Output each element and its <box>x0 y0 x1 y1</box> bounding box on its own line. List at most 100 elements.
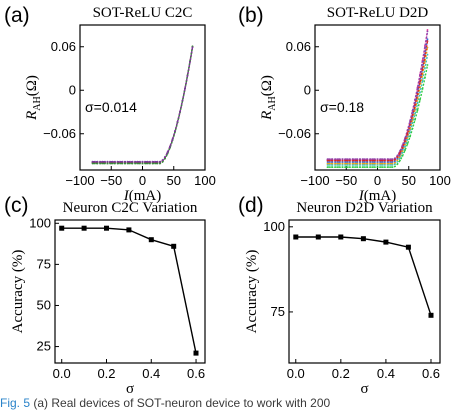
series-point <box>409 124 411 126</box>
series-point <box>146 160 149 163</box>
series-point <box>389 158 391 161</box>
series-point <box>346 161 349 163</box>
series-point <box>384 158 386 161</box>
series-point <box>124 160 126 163</box>
series-point <box>326 161 329 163</box>
x-tick-label: −50 <box>100 173 122 188</box>
accuracy-point <box>315 234 321 240</box>
series-point <box>344 161 346 163</box>
series-point <box>104 160 106 163</box>
series-point <box>374 166 376 169</box>
series-point <box>106 160 109 163</box>
series-point <box>371 158 374 161</box>
series-point <box>331 162 334 165</box>
series-point <box>341 161 344 163</box>
series-point <box>154 162 156 165</box>
series-point <box>389 162 391 165</box>
series-point <box>371 166 374 169</box>
panel-c-c2c-accuracy: (c) Neuron C2C Variation 0.0 0.2 0.4 0.6 25 50 7… <box>4 194 206 396</box>
series-point <box>401 155 404 157</box>
series-point <box>101 162 104 165</box>
series-point <box>161 159 164 162</box>
series-point <box>94 160 96 163</box>
series-point <box>421 88 424 90</box>
x-tick-label: 50 <box>167 173 181 188</box>
series-point <box>419 91 421 94</box>
series-point <box>134 162 136 165</box>
series-point <box>96 162 99 165</box>
series-point <box>354 166 356 169</box>
panel-letter: (a) <box>4 4 30 27</box>
series-point <box>401 146 404 149</box>
series-point <box>391 159 394 162</box>
series-line <box>327 31 429 160</box>
series-point <box>339 162 341 165</box>
y-tick-label: −0.06 <box>278 126 311 141</box>
series-point <box>351 159 354 162</box>
series-point <box>366 162 369 165</box>
series-point <box>329 161 331 163</box>
series-point <box>331 158 334 161</box>
series-point <box>426 64 429 66</box>
series-point <box>334 162 336 165</box>
series-point <box>341 158 344 161</box>
accuracy-point <box>405 244 411 250</box>
x-tick-label: 0.0 <box>287 366 305 381</box>
sigma-annotation: σ=0.014 <box>85 99 137 115</box>
accuracy-point <box>193 350 199 356</box>
series-point <box>386 162 389 165</box>
series-point <box>156 162 159 165</box>
panel-letter: (d) <box>238 194 264 217</box>
x-axis-label: I(mA) <box>358 188 397 204</box>
series-point <box>331 161 334 163</box>
series-point <box>349 161 351 163</box>
series-point <box>121 160 124 163</box>
series-point <box>336 166 339 169</box>
series-point <box>144 160 146 163</box>
x-tick-label: 100 <box>429 173 451 188</box>
series-point <box>394 165 396 168</box>
series-point <box>121 162 124 165</box>
series-point <box>344 158 346 161</box>
series-point <box>369 162 371 165</box>
series-point <box>371 164 374 166</box>
series-point <box>364 158 366 161</box>
series-point <box>334 164 336 166</box>
series-point <box>426 40 429 42</box>
series-point <box>91 160 94 163</box>
series-point <box>334 159 336 162</box>
series-point <box>329 158 331 161</box>
series-point <box>351 162 354 165</box>
y-tick-label: −0.06 <box>43 126 76 141</box>
x-tick-label: −50 <box>335 173 357 188</box>
series-point <box>346 164 349 166</box>
x-tick-label: −100 <box>300 173 329 188</box>
series-point <box>359 158 361 161</box>
series-point <box>399 159 401 162</box>
series-point <box>186 74 189 77</box>
chart-title: SOT-ReLU D2D <box>327 5 429 21</box>
series-point <box>129 162 131 165</box>
series-point <box>346 166 349 169</box>
series-point <box>391 166 394 169</box>
y-tick-label: 25 <box>37 339 51 354</box>
panel-letter: (c) <box>4 194 29 217</box>
series-point <box>149 162 151 165</box>
series-point <box>94 162 96 165</box>
series-point <box>419 81 421 83</box>
series-point <box>386 164 389 166</box>
series-line <box>327 29 429 161</box>
series-point <box>364 161 366 163</box>
series-point <box>351 164 354 166</box>
series-point <box>399 151 401 154</box>
series-point <box>359 161 361 163</box>
series-point <box>426 29 429 31</box>
series-point <box>401 151 404 154</box>
series-point <box>356 164 359 166</box>
series-point <box>359 164 361 166</box>
series-point <box>326 164 329 166</box>
series-point <box>336 161 339 163</box>
series-point <box>336 158 339 161</box>
series-point <box>379 158 381 161</box>
x-tick-label: −100 <box>65 173 94 188</box>
